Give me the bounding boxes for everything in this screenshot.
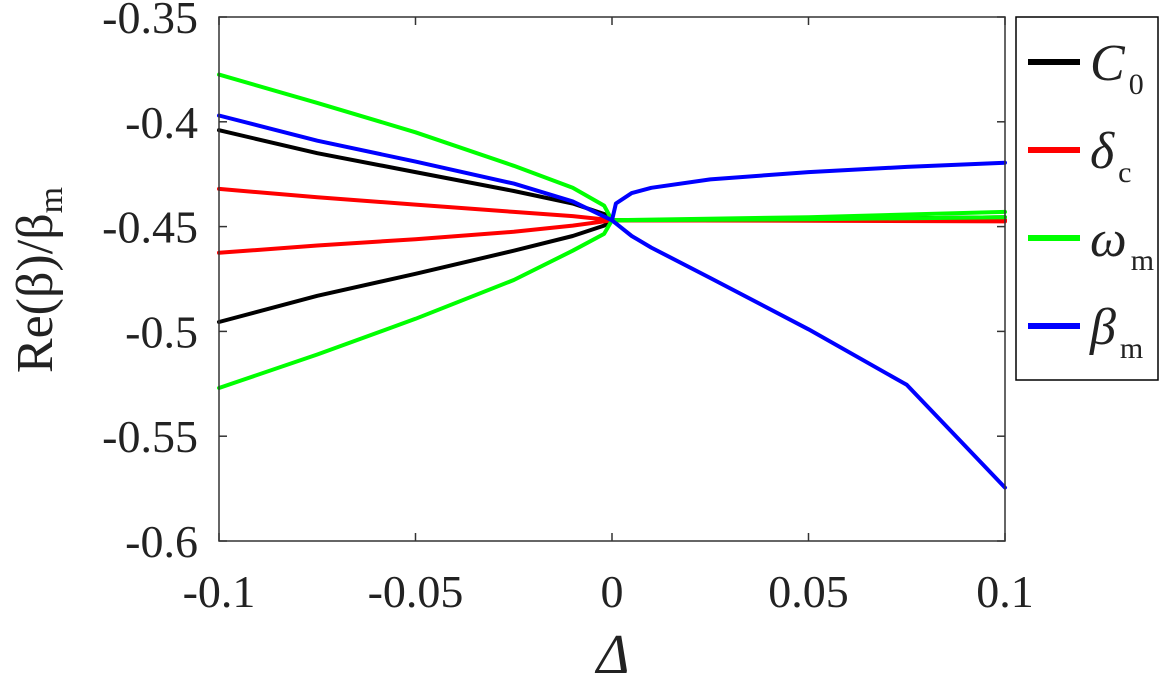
series-omega-m-branch-1 <box>217 218 614 390</box>
series-omega-m-branch-3 <box>610 215 1007 223</box>
legend: C 0 δ c ω m β m <box>1015 16 1159 381</box>
x-tick-label: -0.1 <box>183 566 256 617</box>
series-omega-m-branch-0 <box>217 72 614 223</box>
legend-box <box>1015 16 1159 381</box>
y-axis-label: Re(β)/βm <box>7 187 70 373</box>
y-tick-label: -0.5 <box>125 306 198 357</box>
y-tick-label: -0.6 <box>125 516 198 567</box>
plot-curves <box>217 72 1007 490</box>
x-tick-label: 0.1 <box>976 566 1034 617</box>
x-tick-label: -0.05 <box>368 566 464 617</box>
y-axis-label-main: Re(β)/β <box>7 213 64 373</box>
y-tick-label: -0.45 <box>102 202 198 253</box>
y-tick-label: -0.55 <box>102 411 198 462</box>
series-delta-c-branch-0 <box>217 186 614 223</box>
x-axis-label: Δ <box>595 624 630 686</box>
series-beta-m-branch-1 <box>610 160 1007 223</box>
y-axis-label-sub: m <box>33 187 70 213</box>
series-c0-branch-1 <box>217 218 614 324</box>
series-beta-m-branch-0 <box>217 113 614 223</box>
axis-ticks: -0.1 -0.05 0 0.05 0.1 -0.35 -0.4 -0.45 -0.5 -0.55… <box>102 0 1034 617</box>
y-tick-label: -0.4 <box>125 97 198 148</box>
series-c0-branch-0 <box>217 128 614 223</box>
y-tick-label: -0.35 <box>102 0 198 43</box>
series-beta-m-branch-2 <box>610 218 1007 490</box>
x-tick-label: 0 <box>601 566 624 617</box>
x-tick-label: 0.05 <box>768 566 849 617</box>
plot-frame <box>218 16 1006 542</box>
series-delta-c-branch-1 <box>217 218 614 255</box>
